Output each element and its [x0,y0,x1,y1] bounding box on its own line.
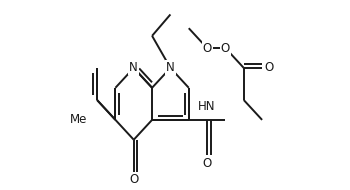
Text: O: O [221,42,230,55]
Text: O: O [265,61,274,74]
Text: N: N [166,61,175,74]
Text: O: O [202,157,212,169]
Text: N: N [130,61,138,74]
Text: O: O [202,42,212,55]
Text: HN: HN [198,100,216,113]
Text: O: O [129,173,138,186]
Text: Me: Me [70,113,88,126]
